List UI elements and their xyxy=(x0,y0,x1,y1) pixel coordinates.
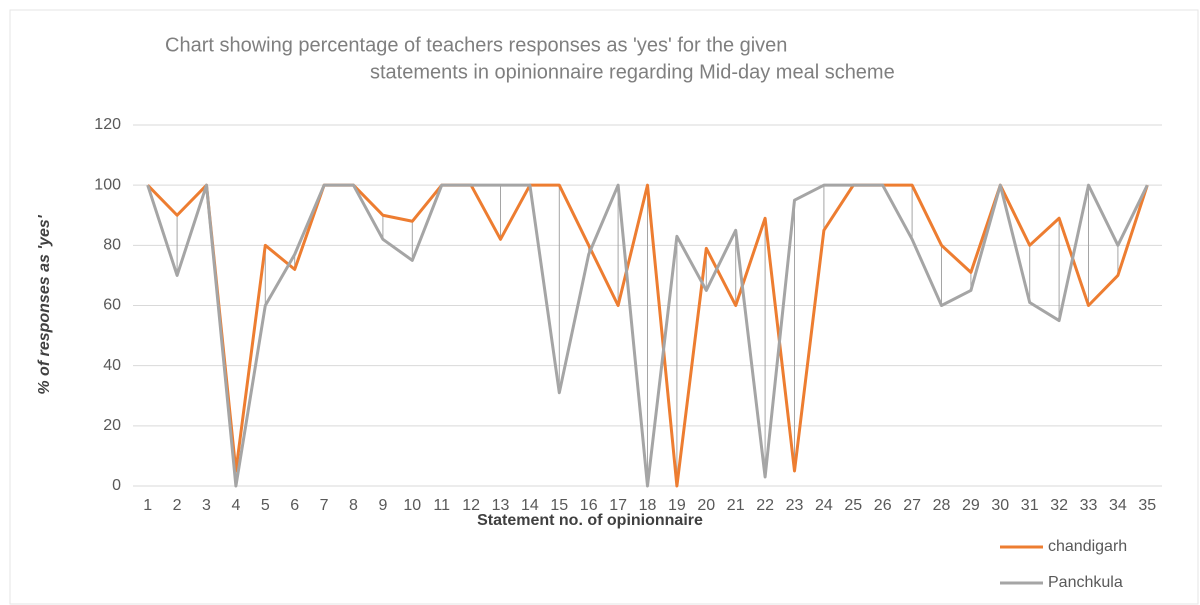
y-tick-label: 40 xyxy=(103,357,121,374)
x-tick-label: 31 xyxy=(1021,497,1039,514)
x-tick-label: 10 xyxy=(403,497,421,514)
x-tick-label: 28 xyxy=(933,497,951,514)
x-tick-label: 5 xyxy=(261,497,270,514)
y-tick-label: 20 xyxy=(103,417,121,434)
x-tick-label: 11 xyxy=(433,497,450,514)
x-tick-label: 3 xyxy=(202,497,211,514)
x-tick-label: 26 xyxy=(874,497,892,514)
y-axis-title: % of responses as 'yes' xyxy=(36,214,53,394)
x-tick-label: 35 xyxy=(1138,497,1156,514)
x-tick-label: 19 xyxy=(668,497,686,514)
y-tick-label: 100 xyxy=(94,176,121,193)
x-tick-label: 29 xyxy=(962,497,980,514)
x-tick-label: 25 xyxy=(844,497,862,514)
chart-title: Chart showing percentage of teachers res… xyxy=(165,34,787,56)
y-tick-label: 60 xyxy=(103,297,121,314)
legend-label: chandigarh xyxy=(1048,538,1127,555)
x-tick-label: 16 xyxy=(580,497,598,514)
x-tick-label: 9 xyxy=(378,497,387,514)
x-tick-label: 33 xyxy=(1080,497,1098,514)
y-tick-label: 80 xyxy=(103,237,121,254)
x-axis-title: Statement no. of opinionnaire xyxy=(477,512,703,529)
x-tick-label: 34 xyxy=(1109,497,1127,514)
chart-title: statements in opinionnaire regarding Mid… xyxy=(370,61,895,83)
x-tick-label: 14 xyxy=(521,497,539,514)
legend-label: Panchkula xyxy=(1048,574,1123,591)
y-tick-label: 120 xyxy=(94,116,121,133)
x-tick-label: 23 xyxy=(786,497,804,514)
x-tick-label: 8 xyxy=(349,497,358,514)
x-tick-label: 32 xyxy=(1050,497,1068,514)
x-tick-label: 4 xyxy=(231,497,240,514)
x-tick-label: 1 xyxy=(143,497,152,514)
x-tick-label: 30 xyxy=(991,497,1009,514)
x-tick-label: 2 xyxy=(173,497,182,514)
x-tick-label: 7 xyxy=(320,497,329,514)
chart-border xyxy=(9,9,1199,605)
x-tick-label: 21 xyxy=(727,497,745,514)
x-tick-label: 6 xyxy=(290,497,299,514)
x-tick-label: 22 xyxy=(756,497,774,514)
x-tick-label: 24 xyxy=(815,497,833,514)
x-tick-label: 13 xyxy=(492,497,510,514)
x-tick-label: 17 xyxy=(609,497,627,514)
x-tick-label: 12 xyxy=(462,497,480,514)
series-line xyxy=(146,183,1149,488)
y-tick-label: 0 xyxy=(112,477,121,494)
x-tick-label: 15 xyxy=(550,497,568,514)
x-tick-label: 20 xyxy=(697,497,715,514)
x-tick-label: 27 xyxy=(903,497,921,514)
series-line xyxy=(146,183,1149,488)
x-tick-label: 18 xyxy=(639,497,657,514)
